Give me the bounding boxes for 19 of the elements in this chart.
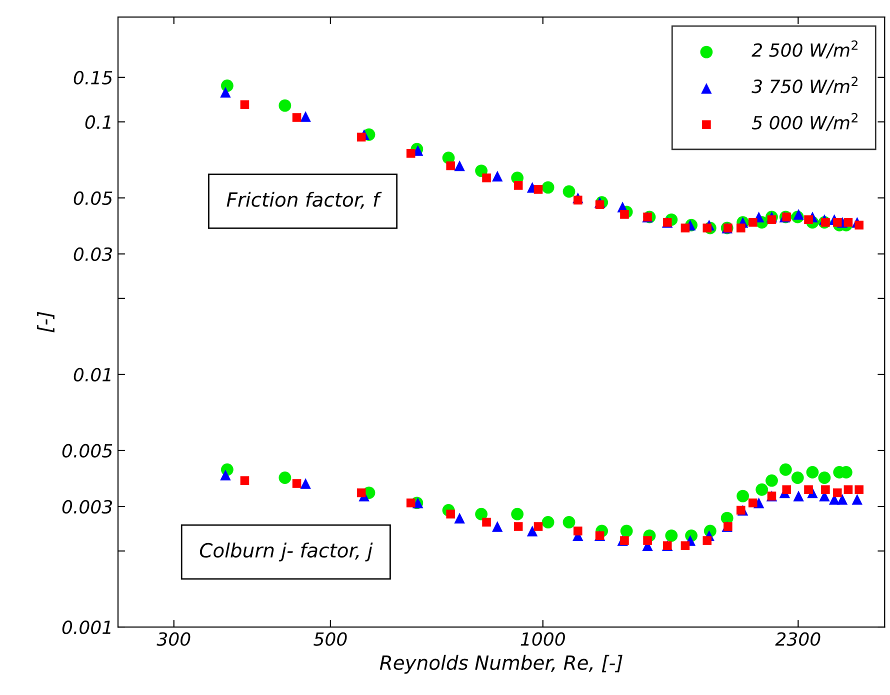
x-tick-label: 1000	[520, 632, 565, 646]
x-tick-label: 300	[156, 632, 190, 646]
y-tick-label: 0.15	[74, 70, 112, 84]
y-tick-label: 0.005	[62, 444, 112, 458]
y-tick-label: 0.03	[74, 247, 112, 262]
x-tick-label: 2300	[775, 632, 820, 646]
legend-label: 2 500 W/m$^{2}$	[752, 40, 858, 58]
annotation: Colburn j- factor, j	[200, 542, 373, 562]
y-tick-label: 0.001	[62, 620, 110, 634]
x-tick-label: 500	[314, 632, 347, 646]
x-axis-title: Reynolds Number, Re, [-]	[380, 654, 622, 674]
legend-label: 5 000 W/m$^{2}$	[752, 112, 858, 131]
legend-label: 3 750 W/m$^{2}$	[752, 76, 858, 95]
y-tick-label: 0.003	[62, 500, 112, 514]
y-axis-title: [-]	[37, 312, 54, 332]
y-tick-label: 0.1	[85, 115, 110, 129]
annotation: Friction factor, f	[226, 192, 382, 209]
y-tick-label: 0.05	[74, 191, 112, 205]
y-tick-label: 0.01	[74, 368, 110, 382]
